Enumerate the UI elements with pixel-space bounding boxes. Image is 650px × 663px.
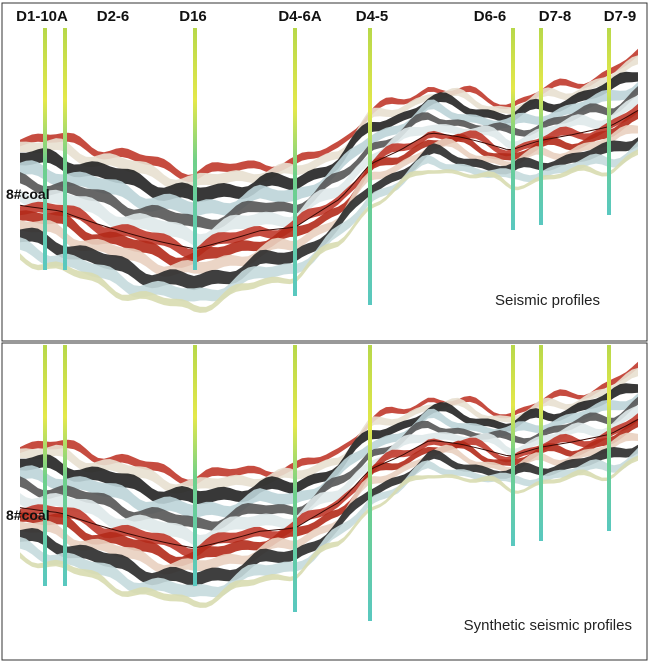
coal-horizon bbox=[19, 109, 639, 250]
seismic-band bbox=[20, 405, 638, 547]
coal-label: 8#coal bbox=[6, 507, 50, 523]
well-log bbox=[293, 345, 297, 612]
well-label: D16 bbox=[179, 8, 207, 25]
well-log bbox=[43, 345, 47, 586]
seismic-layers bbox=[19, 48, 639, 608]
well-log bbox=[607, 345, 611, 531]
wells: D1-10A D2-6 D16 D4-6A D4-5 D6-6 D7-8 D7-9 bbox=[16, 8, 636, 621]
well-log bbox=[368, 345, 372, 621]
seismic-band bbox=[20, 455, 638, 608]
well-log bbox=[63, 345, 67, 586]
well-log bbox=[63, 28, 67, 270]
caption: Synthetic seismic profiles bbox=[464, 617, 632, 634]
well-log bbox=[193, 345, 197, 586]
well-label: D4-5 bbox=[356, 8, 389, 25]
well-log bbox=[539, 345, 543, 541]
well-log bbox=[193, 28, 197, 270]
well-label: D4-6A bbox=[278, 8, 322, 25]
well-log bbox=[511, 28, 515, 230]
well-label: D2-6 bbox=[97, 8, 130, 25]
well-log bbox=[511, 345, 515, 546]
seismic-band bbox=[20, 444, 638, 587]
coal-label: 8#coal bbox=[6, 186, 50, 202]
well-log bbox=[368, 28, 372, 305]
well-log bbox=[43, 28, 47, 270]
well-label: D1-10A bbox=[16, 8, 68, 25]
well-log bbox=[607, 28, 611, 215]
well-label: D7-9 bbox=[604, 8, 637, 25]
well-label: D7-8 bbox=[539, 8, 572, 25]
well-log bbox=[539, 28, 543, 225]
seismic-band bbox=[20, 95, 638, 247]
well-log bbox=[293, 28, 297, 296]
well-label: D6-6 bbox=[474, 8, 507, 25]
coal-horizon bbox=[19, 418, 639, 549]
caption: Seismic profiles bbox=[495, 292, 600, 309]
